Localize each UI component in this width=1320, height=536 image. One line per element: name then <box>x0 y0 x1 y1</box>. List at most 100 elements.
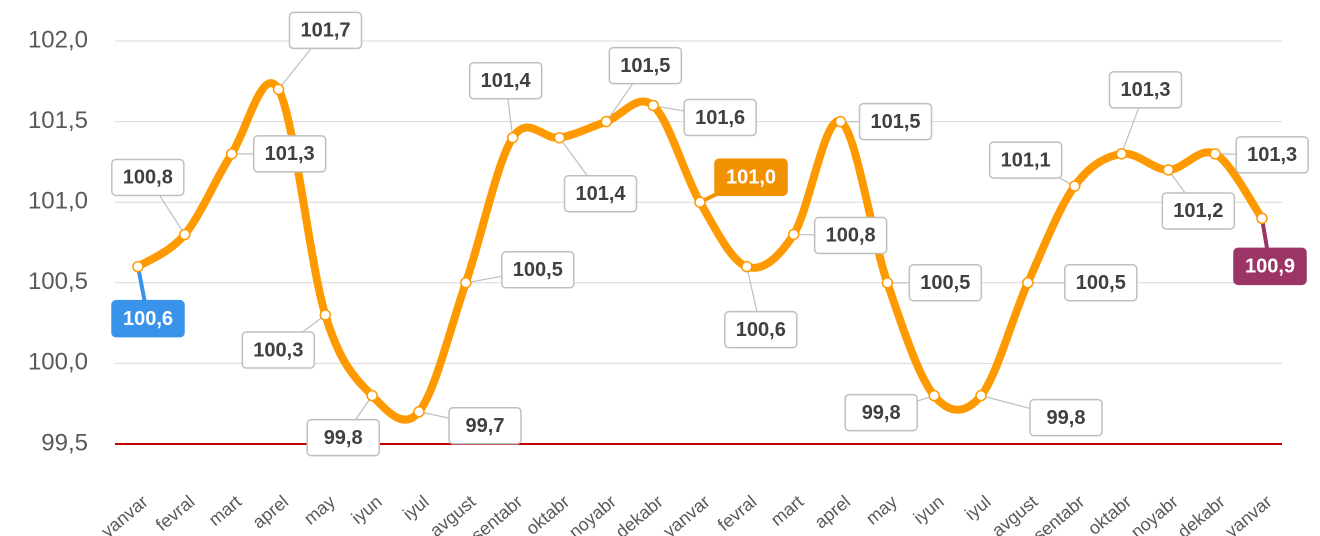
x-tick-label: iyun <box>348 491 386 528</box>
x-tick-label: aprel <box>249 491 293 532</box>
point <box>928 389 940 402</box>
point <box>225 148 238 160</box>
label-box <box>813 216 888 255</box>
data-label: 101,3 <box>265 143 315 165</box>
x-tick-label: aprel <box>811 491 855 532</box>
x-tick-label: oktabr <box>522 491 573 536</box>
label-box <box>241 331 316 369</box>
point <box>741 260 753 273</box>
data-label: 101,1 <box>1001 149 1051 171</box>
label-box <box>1233 247 1307 286</box>
point <box>881 277 894 289</box>
label-box <box>288 11 363 50</box>
label-box <box>714 158 788 196</box>
label-box <box>563 174 638 213</box>
x-tick-label: may <box>300 491 339 528</box>
x-tick-label: iyun <box>910 491 948 528</box>
data-label: 100,5 <box>513 259 563 281</box>
x-tick-label: may <box>862 491 901 528</box>
point <box>132 260 144 273</box>
point <box>319 309 332 321</box>
point <box>366 389 378 402</box>
x-tick-label: sentabr <box>467 491 526 536</box>
data-label: 101,2 <box>1173 200 1223 222</box>
x-tick-label: sentabr <box>1029 491 1088 536</box>
point <box>787 228 800 241</box>
label-box <box>1064 264 1138 302</box>
label-box <box>468 61 543 100</box>
x-tick-label: yanvar <box>97 491 151 536</box>
data-label: 101,0 <box>726 166 776 188</box>
data-label: 101,5 <box>870 111 920 133</box>
data-label: 100,5 <box>1076 272 1126 294</box>
point <box>1115 148 1128 160</box>
x-tick-label: iyul <box>961 491 995 524</box>
point <box>1022 277 1034 289</box>
x-tick-label: dekabr <box>612 491 667 536</box>
point <box>506 131 519 144</box>
data-label: 100,6 <box>736 319 786 341</box>
label-box <box>111 158 185 197</box>
data-label: 100,8 <box>123 167 173 189</box>
x-tick-label: fevral <box>152 491 199 535</box>
point <box>1209 148 1221 160</box>
data-label: 100,3 <box>253 339 303 361</box>
y-tick-label: 99,5 <box>41 429 88 456</box>
point <box>272 83 285 96</box>
data-label: 101,6 <box>695 107 745 129</box>
point <box>647 99 659 112</box>
data-label: 101,4 <box>575 183 626 205</box>
y-tick-label: 101,5 <box>28 107 88 134</box>
x-tick-label: mart <box>205 491 245 529</box>
label-box <box>501 251 575 289</box>
data-label: 101,7 <box>300 20 350 42</box>
data-label: 100,6 <box>123 308 173 330</box>
point <box>834 115 847 128</box>
data-label: 100,9 <box>1245 256 1295 278</box>
label-box <box>448 407 522 445</box>
y-tick-label: 100,5 <box>28 268 88 295</box>
y-tick-label: 100,0 <box>28 349 88 376</box>
label-box <box>1108 71 1183 109</box>
label-box <box>683 98 757 137</box>
point <box>975 389 987 402</box>
data-label: 99,7 <box>466 415 505 437</box>
data-label: 99,8 <box>324 427 363 449</box>
point <box>600 115 613 128</box>
point <box>553 131 566 144</box>
point <box>413 406 425 418</box>
label-box <box>724 310 798 349</box>
data-label: 101,3 <box>1120 79 1170 101</box>
label-box <box>1161 192 1236 230</box>
x-tick-label: yanvar <box>659 491 713 536</box>
x-tick-label: oktabr <box>1084 491 1135 536</box>
data-label: 101,5 <box>620 55 670 77</box>
data-label: 101,3 <box>1247 144 1297 166</box>
label-box <box>858 102 933 141</box>
data-label: 100,5 <box>920 272 970 294</box>
data-label: 100,8 <box>826 225 876 247</box>
label-box <box>988 141 1063 179</box>
point <box>179 228 191 241</box>
point <box>1162 164 1175 176</box>
data-label: 99,8 <box>1047 407 1086 429</box>
data-label: 101,4 <box>481 70 532 92</box>
x-tick-label: noyabr <box>1127 491 1182 536</box>
point <box>694 196 706 208</box>
point <box>1256 212 1268 225</box>
label-box <box>1029 398 1103 437</box>
x-tick-label: yanvar <box>1221 491 1275 536</box>
x-tick-label: noyabr <box>565 491 620 536</box>
x-tick-label: mart <box>767 491 807 529</box>
label-box <box>908 264 983 302</box>
label-box <box>608 46 683 85</box>
label-box <box>306 418 380 457</box>
label-box <box>111 299 185 338</box>
x-tick-label: fevral <box>714 491 761 535</box>
y-tick-label: 102,0 <box>28 26 88 53</box>
x-tick-label: dekabr <box>1174 491 1229 536</box>
point <box>1068 180 1081 192</box>
data-label: 99,8 <box>862 402 901 424</box>
x-tick-label: iyul <box>399 491 433 524</box>
